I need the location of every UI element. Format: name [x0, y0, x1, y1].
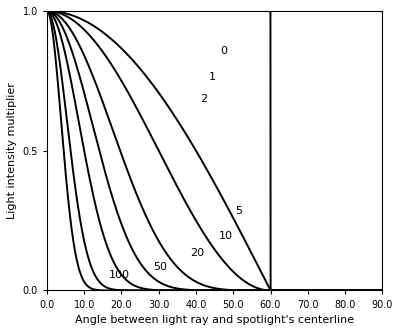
- Text: 20: 20: [190, 248, 204, 258]
- Text: 1: 1: [209, 72, 216, 82]
- Text: 10: 10: [218, 231, 232, 241]
- Text: 100: 100: [108, 270, 130, 280]
- Text: 5: 5: [235, 206, 242, 216]
- Text: 0: 0: [220, 46, 227, 56]
- Text: 2: 2: [200, 94, 207, 104]
- X-axis label: Angle between light ray and spotlight's centerline: Angle between light ray and spotlight's …: [75, 315, 354, 325]
- Y-axis label: Light intensity multiplier: Light intensity multiplier: [7, 82, 17, 219]
- Text: 50: 50: [153, 262, 167, 272]
